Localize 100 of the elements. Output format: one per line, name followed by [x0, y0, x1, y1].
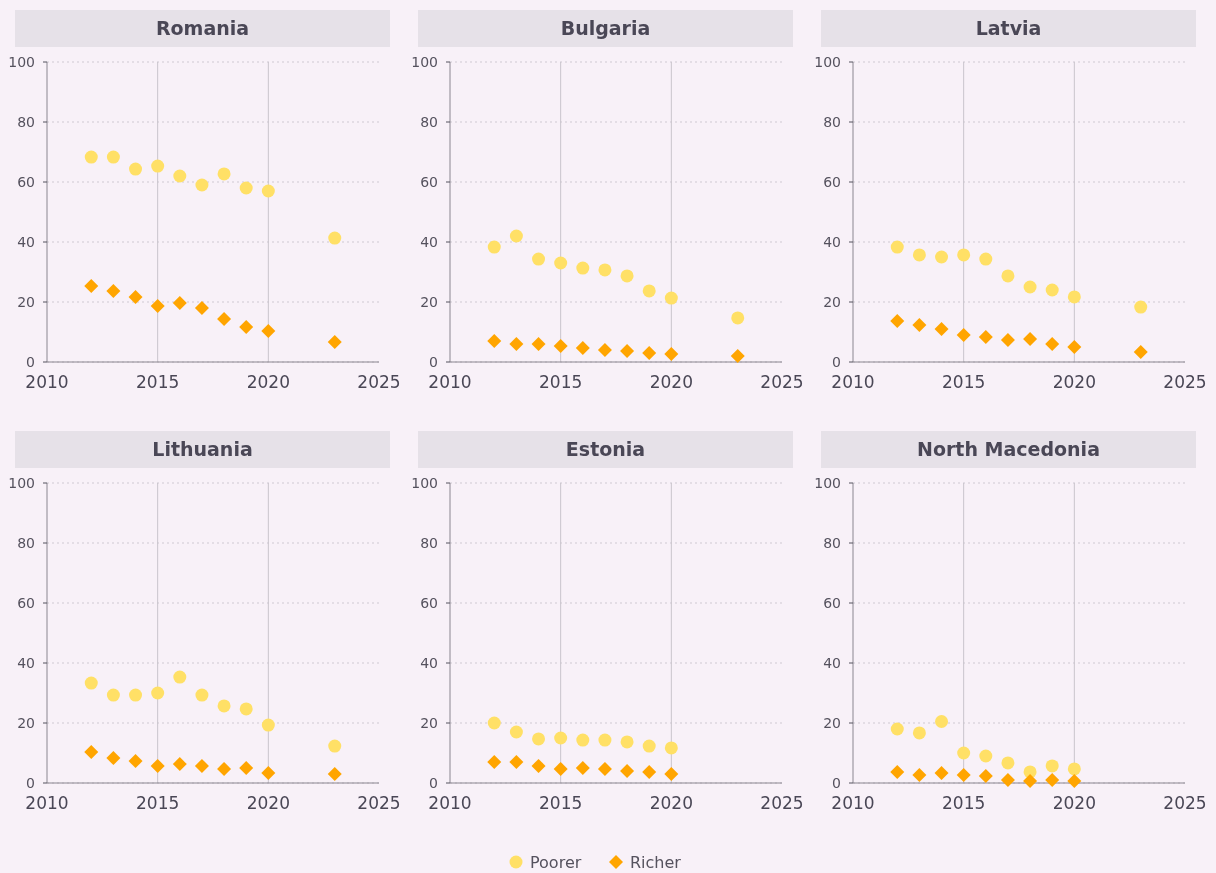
point: [328, 231, 342, 245]
point: [1023, 331, 1038, 346]
y-tick-label: 100: [8, 475, 35, 491]
y-tick-label: 20: [823, 294, 841, 310]
point: [730, 349, 745, 363]
point: [620, 269, 634, 283]
y-tick-label: 40: [420, 234, 438, 250]
point: [129, 162, 143, 176]
x-tick-label: 2025: [760, 372, 804, 392]
x-tick-label: 2025: [1163, 793, 1207, 813]
y-tick-label: 40: [823, 234, 841, 250]
point: [935, 250, 949, 264]
legend-label: Richer: [630, 853, 682, 872]
point: [576, 261, 590, 275]
point: [576, 733, 590, 747]
y-tick-label: 0: [26, 775, 35, 791]
x-tick-label: 2020: [246, 372, 290, 392]
y-tick-label: 0: [26, 354, 35, 370]
y-tick-label: 60: [17, 174, 35, 190]
point: [1045, 759, 1059, 773]
point: [239, 319, 254, 334]
point: [1000, 333, 1015, 348]
x-tick-label: 2015: [136, 372, 180, 392]
point: [934, 322, 949, 336]
y-tick-label: 0: [429, 775, 438, 791]
point: [979, 252, 993, 266]
point: [978, 330, 993, 345]
x-tick-label: 2020: [1052, 793, 1096, 813]
point: [554, 256, 568, 270]
chart-title: North Macedonia: [917, 438, 1100, 460]
point: [1045, 283, 1059, 297]
point: [239, 702, 253, 716]
x-tick-label: 2015: [942, 793, 986, 813]
point: [328, 739, 342, 753]
x-tick-label: 2015: [539, 793, 583, 813]
y-tick-label: 40: [17, 655, 35, 671]
y-tick-label: 80: [17, 114, 35, 130]
point: [934, 766, 949, 781]
point: [106, 688, 120, 702]
x-tick-label: 2020: [1052, 372, 1096, 392]
point: [129, 688, 143, 702]
point: [664, 767, 679, 781]
point: [553, 761, 568, 776]
point: [1067, 340, 1082, 354]
point: [106, 150, 120, 164]
point: [664, 291, 678, 305]
point: [890, 722, 904, 736]
point: [84, 676, 98, 690]
point: [620, 343, 635, 358]
point: [150, 758, 165, 773]
point: [239, 761, 254, 775]
y-tick-label: 40: [17, 234, 35, 250]
point: [195, 178, 209, 192]
x-tick-label: 2010: [428, 793, 472, 813]
point: [553, 339, 568, 354]
x-tick-label: 2025: [1163, 372, 1207, 392]
point: [1045, 337, 1060, 351]
y-tick-label: 100: [411, 475, 438, 491]
point: [84, 745, 99, 760]
x-tick-label: 2025: [760, 793, 804, 813]
point: [239, 181, 253, 195]
y-tick-label: 100: [814, 54, 841, 70]
point: [912, 318, 927, 333]
point: [597, 761, 612, 776]
x-tick-label: 2015: [539, 372, 583, 392]
point: [912, 726, 926, 740]
point: [912, 767, 927, 782]
y-tick-label: 80: [823, 535, 841, 551]
point: [532, 732, 546, 746]
point: [664, 346, 679, 361]
point: [173, 670, 187, 684]
point: [509, 755, 524, 769]
point: [487, 240, 501, 254]
point: [509, 229, 523, 243]
y-tick-label: 0: [832, 354, 841, 370]
x-tick-label: 2020: [649, 793, 693, 813]
point: [979, 749, 993, 763]
point: [217, 312, 232, 327]
point: [956, 767, 971, 782]
point: [1023, 280, 1037, 294]
y-tick-label: 80: [420, 535, 438, 551]
point: [217, 761, 232, 776]
point: [261, 184, 275, 198]
y-tick-label: 0: [832, 775, 841, 791]
point: [531, 337, 546, 351]
point: [487, 755, 502, 769]
y-tick-label: 40: [420, 655, 438, 671]
y-tick-label: 20: [17, 715, 35, 731]
point: [620, 764, 635, 778]
point: [912, 248, 926, 262]
point: [261, 766, 276, 781]
point: [128, 289, 143, 304]
point: [128, 754, 143, 769]
point: [327, 767, 342, 781]
y-tick-label: 60: [823, 595, 841, 611]
point: [597, 343, 612, 357]
x-tick-label: 2010: [831, 793, 875, 813]
point: [890, 313, 905, 328]
x-tick-label: 2015: [136, 793, 180, 813]
chart-title: Bulgaria: [560, 17, 651, 39]
